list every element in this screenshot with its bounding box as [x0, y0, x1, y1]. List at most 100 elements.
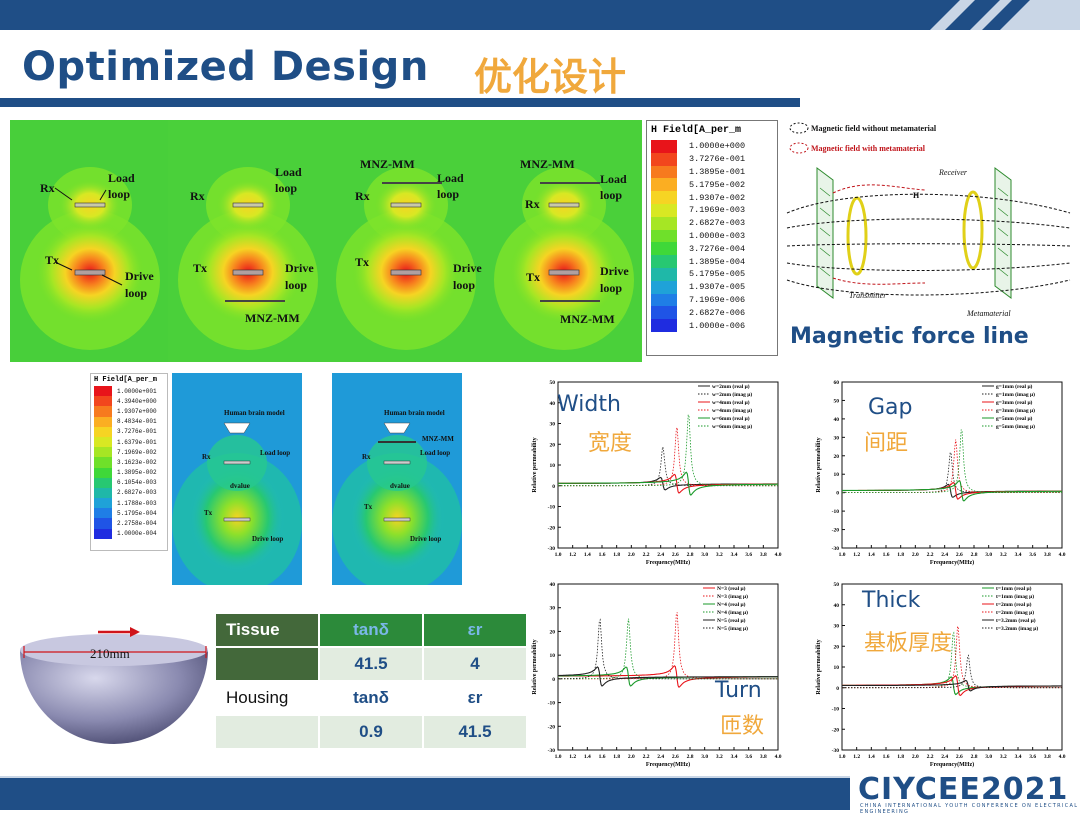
series-imag-line	[558, 618, 778, 680]
legend-entry: N=3 (imag μ)	[717, 593, 748, 600]
brain-legend-row: 3.7276e-001	[94, 426, 167, 437]
x-tick-label: 3.6	[745, 552, 752, 558]
x-tick-label: 3.4	[1015, 552, 1022, 558]
x-tick-label: 1.2	[853, 552, 860, 558]
x-tick-label: 3.8	[760, 552, 767, 558]
brain-simulation-2: Human brain model MNZ-MM Rx Load loop dv…	[332, 373, 462, 585]
brain-legend-swatch	[94, 487, 112, 499]
h-field-legend-value: 7.1969e-006	[689, 294, 746, 305]
sim-drive-loop-label-3: loop	[453, 278, 475, 292]
legend-entry: w=2mm (imag μ)	[712, 391, 752, 398]
x-tick-label: 1.4	[868, 552, 875, 558]
brain-legend-value: 1.6379e-001	[117, 438, 157, 446]
brain-legend-row: 4.3940e+000	[94, 396, 167, 407]
brain-legend-value: 4.3940e+000	[117, 397, 157, 405]
h-field-legend-value: 3.7276e-001	[689, 154, 746, 165]
sim-load-label-4: Load	[600, 172, 627, 186]
table-cell: Tissue	[216, 614, 318, 646]
chart-width: -30 -20 -10 0 10 20 30 40 50 1.0 1.2 1.4 1.6 1.8 2.0 2.…	[532, 380, 782, 566]
y-axis-label: Relative permeability	[816, 437, 822, 492]
brain-legend-swatch	[94, 477, 112, 488]
y-tick-label: -20	[548, 724, 556, 730]
brain-drive-loop-label: Drive loop	[252, 535, 283, 543]
plot-area	[841, 381, 1063, 549]
sim-rx-label: Rx	[40, 181, 55, 195]
x-tick-label: 4.0	[775, 552, 782, 558]
h-field-legend-value: 1.9307e-005	[689, 282, 746, 293]
h-field-legend-swatch	[651, 293, 677, 307]
x-tick-label: 3.0	[985, 754, 992, 760]
x-tick-label: 2.8	[971, 552, 978, 558]
y-tick-label: 50	[834, 582, 840, 588]
x-tick-label: 1.6	[599, 552, 606, 558]
h-field-legend-swatch	[651, 242, 677, 256]
sim-drive-label: Drive	[125, 269, 154, 283]
sim-loop-label: loop	[108, 187, 130, 201]
material-table: Tissue tanδ εr 41.5 4 Housing tanδ εr 0.…	[214, 612, 528, 750]
legend-entry: N=3 (real μ)	[717, 585, 746, 592]
x-tick-label: 2.4	[657, 754, 664, 760]
x-tick-label: 3.0	[985, 552, 992, 558]
x-tick-label: 1.2	[569, 552, 576, 558]
sim-loop-label-2: loop	[275, 181, 297, 195]
series-imag-line	[558, 618, 778, 680]
y-tick-label: 30	[550, 422, 556, 428]
x-tick-label: 3.6	[1029, 552, 1036, 558]
h-field-legend-value: 7.1969e-003	[689, 205, 746, 216]
legend-entry: N=5 (real μ)	[717, 617, 746, 624]
brain-legend-swatch	[94, 498, 112, 509]
brain-model-label: Human brain model	[224, 409, 285, 417]
legend-entry: g=1mm (real μ)	[996, 383, 1033, 390]
h-field-legend-value: 2.6827e-003	[689, 218, 746, 229]
magnetic-field-diagram: Magnetic field without metamaterial Magn…	[786, 122, 1071, 318]
x-tick-label: 1.4	[868, 754, 875, 760]
x-tick-label: 2.0	[628, 754, 635, 760]
x-tick-label: 1.0	[555, 754, 562, 760]
h-field-legend-row: 1.0000e-003	[651, 229, 777, 243]
h-field-legend-title: H Field[A_per_m	[651, 125, 742, 136]
brain-load-loop-label: Load loop	[260, 449, 290, 457]
legend-entry: t=2mm (real μ)	[996, 601, 1032, 608]
sim-rx-label-4: Rx	[525, 197, 540, 211]
y-axis-label: Relative permeability	[532, 437, 538, 492]
y-tick-label: 60	[834, 380, 840, 386]
y-tick-label: 40	[834, 417, 840, 423]
title-divider	[0, 98, 800, 107]
series-real-line	[558, 471, 778, 496]
sim-drive-label-2: Drive	[285, 261, 314, 275]
metamaterial-slab-left	[816, 167, 834, 299]
brain-legend-swatch	[94, 406, 112, 417]
h-field-legend-row: 7.1969e-003	[651, 203, 777, 217]
legend-entry: t=2mm (imag μ)	[996, 609, 1034, 616]
brain-legend-value: 8.4834e-001	[117, 418, 157, 426]
brain-legend-row: 1.1788e-003	[94, 498, 167, 509]
h-field-legend-value: 1.9307e-002	[689, 192, 746, 203]
table-cell: 0.9	[320, 716, 422, 748]
legend-entry: t=3.2mm (imag μ)	[996, 625, 1038, 632]
sim-drive-loop-label-2: loop	[285, 278, 307, 292]
x-tick-label: 1.8	[613, 754, 620, 760]
turn-label-cn: 匝数	[720, 714, 765, 739]
y-tick-label: 30	[834, 624, 840, 630]
conference-logo: CIYCEE2021	[858, 772, 1069, 807]
sim-mnz-label-2: MNZ-MM	[245, 311, 300, 325]
x-tick-label: 3.8	[1044, 552, 1051, 558]
brain-legend-swatch	[94, 426, 112, 437]
x-axis-label: Frequency(MHz)	[646, 761, 690, 768]
x-axis-label: Frequency(MHz)	[646, 559, 690, 566]
table-cell: Housing	[216, 682, 318, 714]
sim-tx-label-2: Tx	[193, 261, 207, 275]
x-tick-label: 1.8	[897, 754, 904, 760]
h-field-legend-value: 5.1795e-002	[689, 179, 746, 190]
x-tick-label: 3.6	[1029, 754, 1036, 760]
y-tick-label: 0	[836, 686, 839, 692]
legend-entry: w=2mm (real μ)	[712, 383, 750, 390]
field-map-4	[484, 120, 642, 362]
table-row: 0.9 41.5	[216, 716, 526, 748]
table-cell	[216, 648, 318, 680]
y-tick-label: 40	[834, 603, 840, 609]
h-field-legend-swatch	[651, 178, 677, 192]
x-tick-label: 2.2	[643, 754, 650, 760]
x-tick-label: 3.0	[701, 552, 708, 558]
table-cell: 41.5	[424, 716, 526, 748]
